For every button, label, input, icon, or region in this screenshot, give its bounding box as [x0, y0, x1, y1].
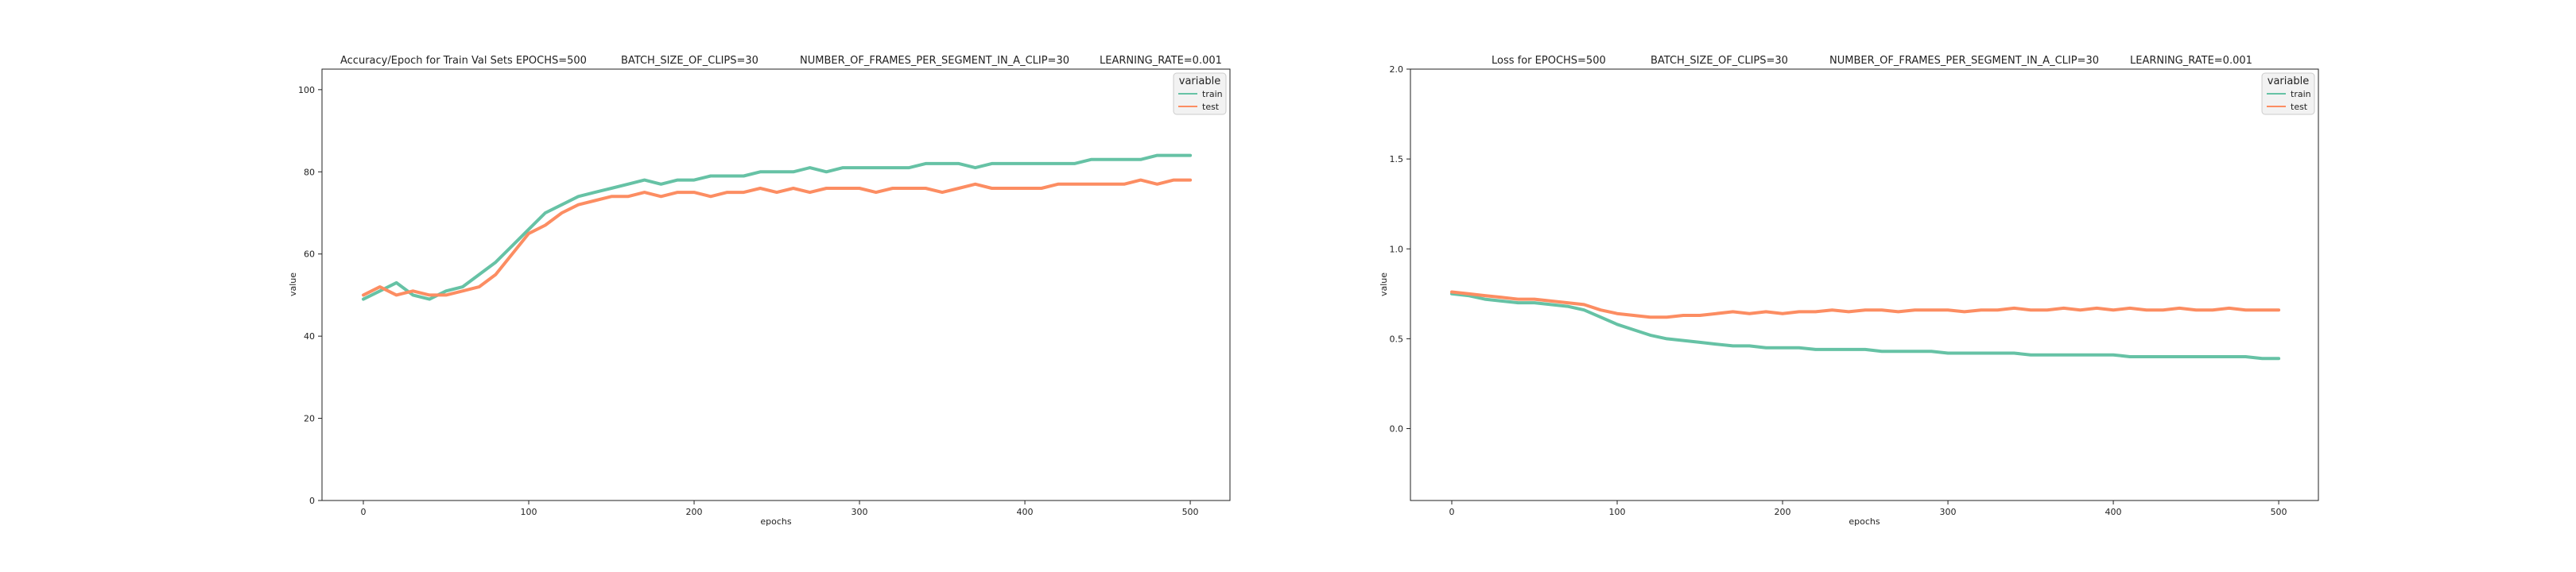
legend-box	[1173, 72, 1227, 115]
x-tick-label: 200	[1775, 507, 1791, 517]
x-tick-label: 100	[1609, 507, 1626, 517]
y-tick-label: 80	[304, 167, 315, 177]
legend-label-test: test	[1202, 102, 1220, 112]
legend-title: variable	[2268, 75, 2309, 87]
x-tick-label: 500	[2271, 507, 2287, 517]
y-tick-label: 0.0	[1390, 424, 1404, 435]
legend-box	[2261, 72, 2315, 115]
plot-area	[321, 68, 1231, 501]
y-tick-label: 100	[298, 85, 315, 95]
y-tick-label: 0.5	[1390, 334, 1404, 344]
title-part-1: Accuracy/Epoch for Train Val Sets EPOCHS…	[340, 55, 587, 67]
y-axis-label: value	[288, 272, 298, 296]
x-tick-label: 0	[361, 507, 367, 517]
title-part-1: Loss for EPOCHS=500	[1492, 55, 1606, 67]
x-tick-label: 0	[1449, 507, 1455, 517]
x-axis-ticks: 0 100 200 300 400 500	[1449, 500, 2287, 517]
y-tick-label: 1.0	[1390, 244, 1404, 254]
series-lines	[1450, 290, 2281, 361]
series-line-test	[362, 178, 1193, 297]
x-tick-label: 200	[686, 507, 703, 517]
x-tick-label: 500	[1182, 507, 1199, 517]
x-tick-label: 400	[1017, 507, 1034, 517]
plot-area	[1410, 68, 2319, 501]
y-tick-label: 20	[304, 414, 315, 424]
chart-title: Accuracy/Epoch for Train Val Sets EPOCHS…	[340, 55, 1222, 67]
y-tick-label: 1.5	[1390, 154, 1404, 164]
series-line-train	[1450, 292, 2281, 361]
series-lines	[362, 153, 1193, 301]
series-line-train	[362, 153, 1193, 301]
y-tick-label: 2.0	[1390, 64, 1404, 75]
legend: variable train test	[1173, 72, 1227, 115]
x-axis-label: epochs	[760, 516, 791, 527]
title-part-3: NUMBER_OF_FRAMES_PER_SEGMENT_IN_A_CLIP=3…	[800, 55, 1069, 67]
y-axis-ticks: 0 20 40 60 80 100	[298, 85, 322, 506]
series-line-test	[1450, 290, 2281, 319]
x-axis-label: epochs	[1849, 516, 1880, 527]
accuracy-chart: Accuracy/Epoch for Train Val Sets EPOCHS…	[288, 55, 1231, 527]
x-tick-label: 400	[2105, 507, 2122, 517]
y-axis-label: value	[1379, 272, 1389, 296]
title-part-2: BATCH_SIZE_OF_CLIPS=30	[621, 55, 758, 67]
y-tick-label: 40	[304, 331, 315, 342]
y-axis-ticks: 0.0 0.5 1.0 1.5 2.0	[1390, 64, 1410, 435]
chart-title: Loss for EPOCHS=500 BATCH_SIZE_OF_CLIPS=…	[1492, 55, 2252, 67]
y-tick-label: 60	[304, 249, 315, 260]
legend-label-train: train	[2291, 89, 2311, 99]
legend-title: variable	[1179, 75, 1220, 87]
title-part-4: LEARNING_RATE=0.001	[1100, 55, 1222, 67]
x-tick-label: 300	[1940, 507, 1957, 517]
x-tick-label: 100	[521, 507, 537, 517]
legend-label-test: test	[2291, 102, 2308, 112]
y-tick-label: 0	[309, 496, 315, 506]
x-tick-label: 300	[852, 507, 868, 517]
legend: variable train test	[2261, 72, 2315, 115]
legend-label-train: train	[1202, 89, 1223, 99]
title-part-2: BATCH_SIZE_OF_CLIPS=30	[1651, 55, 1788, 67]
x-axis-ticks: 0 100 200 300 400 500	[361, 500, 1199, 517]
title-part-4: LEARNING_RATE=0.001	[2130, 55, 2252, 67]
title-part-3: NUMBER_OF_FRAMES_PER_SEGMENT_IN_A_CLIP=3…	[1829, 55, 2099, 67]
loss-chart: Loss for EPOCHS=500 BATCH_SIZE_OF_CLIPS=…	[1379, 55, 2319, 527]
